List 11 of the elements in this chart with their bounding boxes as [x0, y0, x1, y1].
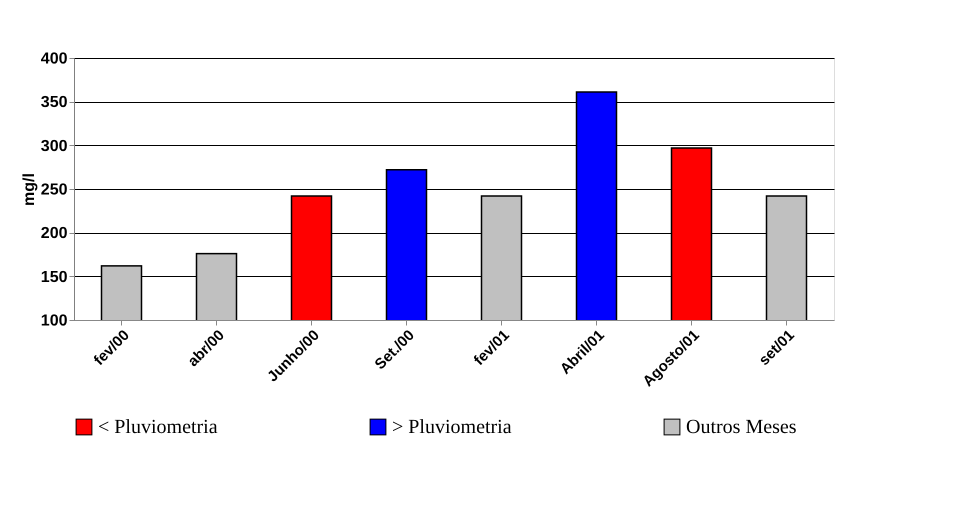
y-axis-title: mg/l [20, 173, 38, 206]
y-tick-label: 400 [40, 50, 68, 68]
legend-label: < Pluviometria [98, 416, 218, 438]
legend-label: > Pluviometria [392, 416, 512, 438]
legend-label: Outros Meses [686, 416, 797, 438]
y-tick-label: 100 [40, 312, 68, 330]
y-tick-label: 350 [40, 94, 68, 112]
y-tick-label: 200 [40, 225, 68, 242]
y-tick-label: 150 [40, 268, 68, 286]
y-tick-label: 300 [40, 138, 68, 155]
y-tick-label: 250 [40, 182, 68, 198]
